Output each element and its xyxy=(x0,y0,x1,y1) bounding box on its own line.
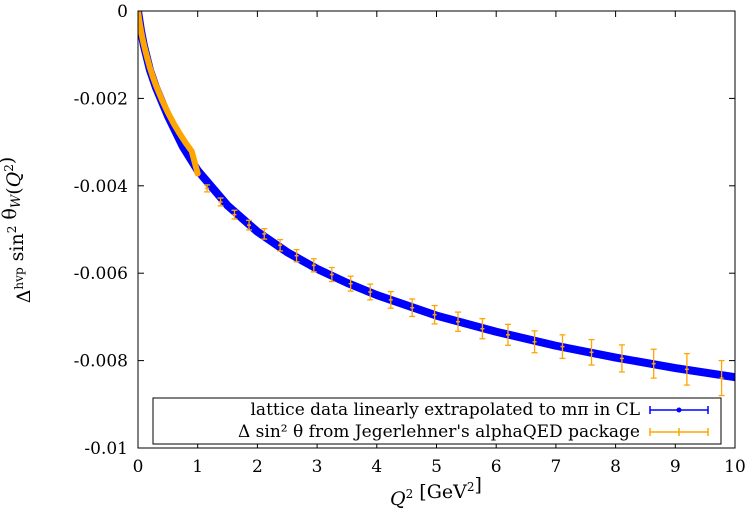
x-axis-label-part: [GeV xyxy=(413,481,467,503)
y-axis-label-part: 2 xyxy=(2,164,16,172)
x-axis-label-part: 2 xyxy=(406,487,414,501)
x-tick-label: 2 xyxy=(252,457,263,477)
legend-box xyxy=(152,397,722,445)
y-tick-label: -0.006 xyxy=(74,264,128,284)
y-tick-label: 0 xyxy=(117,2,128,22)
lattice-point xyxy=(314,266,320,272)
y-axis-label-part: Q xyxy=(3,172,25,188)
x-tick-label: 8 xyxy=(610,457,621,477)
x-tick-label: 4 xyxy=(371,457,382,477)
legend-sample-lattice xyxy=(649,406,709,414)
y-axis-label-part: 2 xyxy=(5,226,19,234)
y-axis-label-part: θ xyxy=(0,208,21,225)
x-tick-label: 10 xyxy=(724,457,746,477)
x-axis-label-part: 2 xyxy=(467,480,475,494)
y-tick-label: -0.004 xyxy=(74,177,128,197)
lattice-point xyxy=(254,229,260,235)
y-axis-label-part: sin xyxy=(6,233,28,267)
x-tick-label: 6 xyxy=(491,457,502,477)
lattice-point xyxy=(672,365,678,371)
series-group xyxy=(138,11,735,397)
x-tick-label: 5 xyxy=(431,457,442,477)
lattice-point xyxy=(284,249,290,255)
lattice-point xyxy=(225,202,231,208)
x-tick-label: 1 xyxy=(192,457,203,477)
lattice-band xyxy=(138,11,735,382)
legend-label-lattice: lattice data linearly extrapolated to mπ… xyxy=(251,400,641,420)
legend-label-jegerlehner: Δ sin² θ from Jegerlehner's alphaQED pac… xyxy=(238,422,640,442)
lattice-point xyxy=(732,374,735,380)
y-axis-label-part: ( xyxy=(3,187,25,194)
alphaqed-dense-band xyxy=(138,11,201,177)
y-axis-label-part: ) xyxy=(0,157,18,164)
y-axis-label: Δhvp sin2 θW(Q2) xyxy=(0,157,35,304)
x-axis-label: Q2 [GeV2] xyxy=(390,474,482,510)
legend: lattice data linearly extrapolated to mπ… xyxy=(152,397,722,445)
x-axis-label-part: Q xyxy=(390,488,406,510)
y-axis-label-part: W xyxy=(9,193,24,208)
x-tick-label: 9 xyxy=(670,457,681,477)
x-tick-label: 3 xyxy=(312,457,323,477)
plot-frame xyxy=(137,10,736,449)
lattice-point xyxy=(344,280,350,286)
x-tick-label: 0 xyxy=(133,457,144,477)
y-axis-label-part: Δ xyxy=(13,290,35,304)
x-tick-label: 7 xyxy=(550,457,561,477)
ticks-layer: 0 1 2 3 4 5 6 7 8 9 10 0 -0.002 -0.004 -0.006 -0.008 -0.… xyxy=(74,2,746,477)
lattice-point xyxy=(613,355,619,361)
lattice-point xyxy=(374,292,380,298)
y-axis-label-part: hvp xyxy=(12,267,26,290)
y-tick-label: -0.01 xyxy=(84,439,128,459)
legend-point-lattice xyxy=(676,407,682,413)
x-axis-label-part: ] xyxy=(475,474,482,496)
y-tick-label: -0.008 xyxy=(74,352,128,372)
lattice-point xyxy=(553,343,559,349)
y-tick-label: -0.002 xyxy=(74,89,128,109)
series-layer xyxy=(138,11,735,397)
lattice-point xyxy=(493,329,499,335)
legend-sample-jegerlehner xyxy=(649,428,709,436)
